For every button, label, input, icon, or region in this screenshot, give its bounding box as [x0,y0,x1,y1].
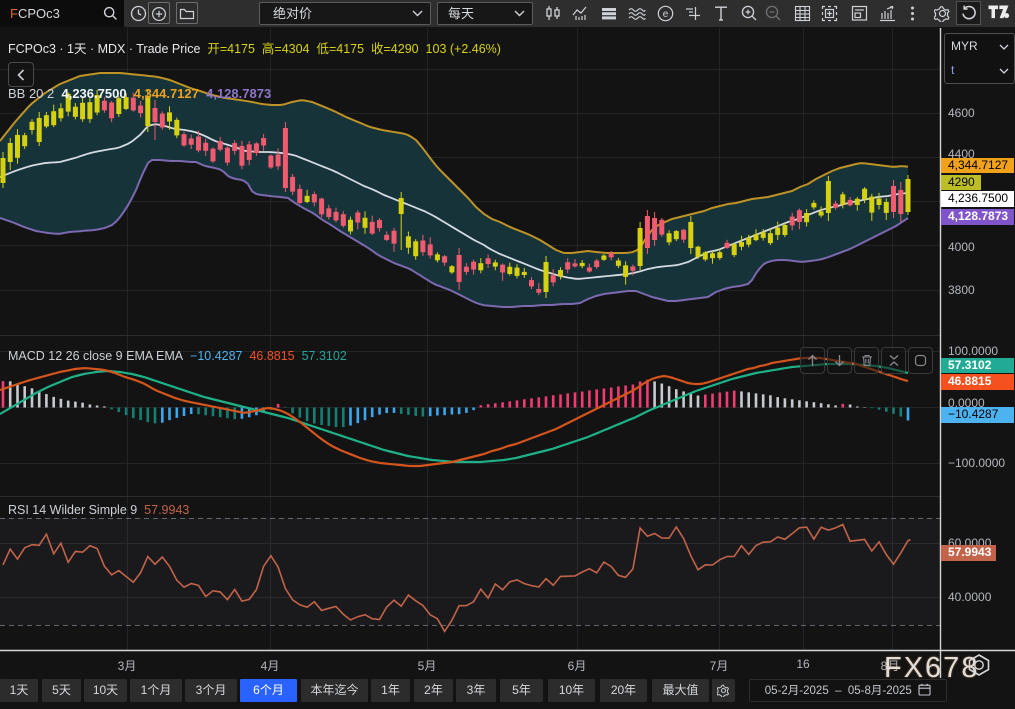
svg-text:e: e [663,9,669,20]
